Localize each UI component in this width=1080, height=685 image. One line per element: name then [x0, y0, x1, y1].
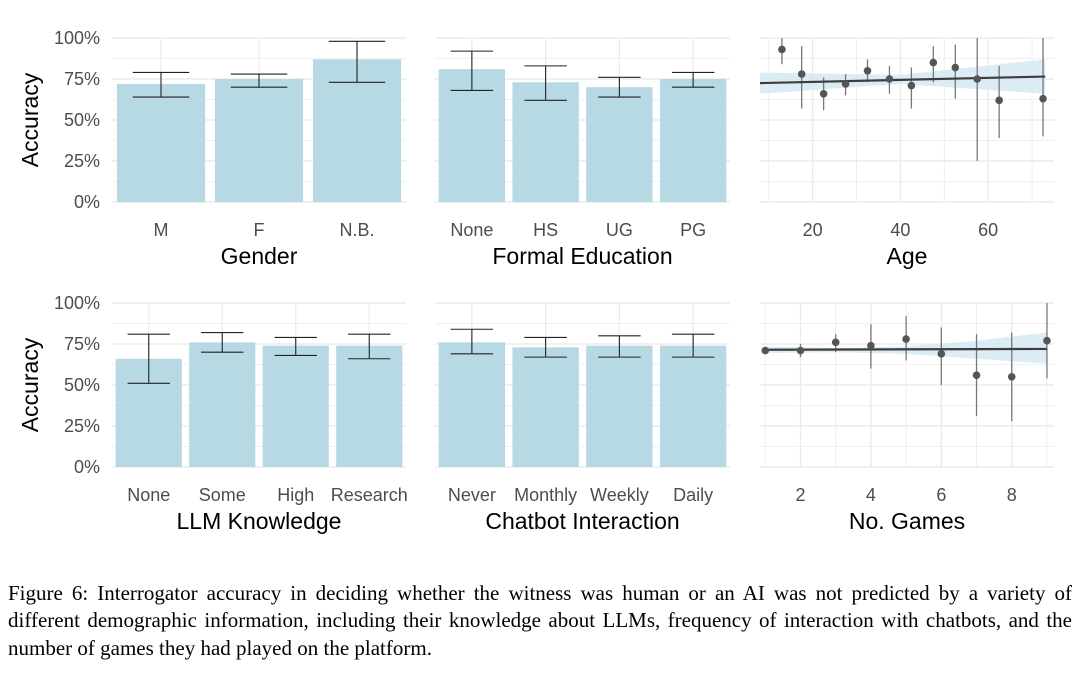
bar — [659, 79, 727, 202]
data-point — [937, 350, 946, 358]
y-tick-label: 100% — [54, 28, 100, 48]
y-tick-label: 25% — [64, 151, 100, 171]
bar — [189, 342, 256, 467]
x-tick-label: 6 — [936, 485, 946, 505]
x-tick-label: Never — [448, 485, 496, 505]
x-axis-title: Gender — [221, 243, 298, 269]
data-point — [778, 45, 786, 54]
x-tick-label: None — [450, 220, 493, 240]
bar — [512, 347, 579, 467]
data-point — [863, 67, 872, 75]
x-axis-title: No. Games — [849, 508, 965, 534]
x-tick-label: M — [154, 220, 169, 240]
bar — [214, 79, 304, 202]
data-point — [929, 58, 938, 67]
bar — [659, 345, 727, 467]
y-tick-label: 50% — [64, 375, 100, 395]
x-tick-label: Research — [331, 485, 408, 505]
x-tick-label: UG — [606, 220, 633, 240]
trend-line — [765, 347, 1047, 351]
data-point — [796, 346, 805, 355]
x-tick-label: 60 — [978, 220, 998, 240]
bar — [438, 342, 506, 467]
bar — [336, 345, 403, 467]
y-tick-label: 75% — [64, 334, 100, 354]
x-tick-label: None — [127, 485, 170, 505]
figure: 0% 25% 50% 75% 100% Accuracy M F N.B. Gender None H… — [17, 28, 1054, 534]
bar — [586, 345, 653, 467]
y-tick-label: 75% — [64, 69, 100, 89]
x-tick-label: F — [254, 220, 265, 240]
data-point — [1007, 373, 1016, 381]
data-point — [972, 371, 981, 379]
data-point — [951, 63, 960, 72]
x-axis-title: LLM Knowledge — [177, 508, 342, 534]
x-tick-label: 2 — [795, 485, 805, 505]
data-point — [831, 338, 840, 347]
bar — [312, 59, 402, 202]
data-point — [973, 75, 982, 83]
y-tick-label: 0% — [74, 192, 100, 212]
panel-4: 0% 25% 50% 75% 100% Accuracy None Some High Resea… — [17, 293, 408, 534]
data-point — [1039, 94, 1047, 103]
confidence-band — [760, 59, 1046, 94]
y-tick-label: 0% — [74, 457, 100, 477]
data-point — [995, 96, 1003, 105]
x-tick-label: N.B. — [339, 220, 374, 240]
y-tick-label: 100% — [54, 293, 100, 313]
x-tick-label: 40 — [890, 220, 910, 240]
figure-caption: Figure 6: Interrogator accuracy in decid… — [8, 581, 1072, 660]
data-point — [841, 80, 850, 88]
x-axis-title: Formal Education — [492, 243, 672, 269]
panel-1: 0% 25% 50% 75% 100% Accuracy M F N.B. Gender — [17, 28, 406, 269]
y-tick-label: 50% — [64, 110, 100, 130]
data-point — [761, 346, 770, 355]
x-axis-title: Age — [887, 243, 928, 269]
x-tick-label: Daily — [673, 485, 713, 505]
panel-3: 20 40 60 Age — [759, 37, 1054, 269]
x-tick-label: High — [277, 485, 314, 505]
bar — [438, 69, 506, 202]
x-tick-label: HS — [533, 220, 558, 240]
panel-5: Never Monthly Weekly Daily Chatbot Interacti… — [435, 302, 730, 534]
x-tick-label: Some — [199, 485, 246, 505]
bar — [512, 82, 579, 202]
x-tick-label: Weekly — [590, 485, 649, 505]
data-point — [902, 335, 910, 343]
panel-6: 2 4 6 8 No. Games — [760, 302, 1054, 534]
bar — [262, 345, 329, 467]
x-tick-label: 8 — [1007, 485, 1017, 505]
trend-line — [759, 75, 1046, 85]
x-axis-title: Chatbot Interaction — [485, 508, 679, 534]
x-tick-label: 4 — [866, 485, 876, 505]
y-axis-title: Accuracy — [17, 72, 43, 167]
data-point — [1043, 336, 1051, 345]
data-point — [819, 89, 828, 98]
y-axis-title: Accuracy — [17, 337, 43, 432]
data-point — [885, 75, 894, 83]
data-point — [797, 70, 806, 78]
panel-2: None HS UG PG Formal Education — [435, 37, 730, 269]
x-tick-label: PG — [680, 220, 706, 240]
y-tick-label: 25% — [64, 416, 100, 436]
x-tick-label: Monthly — [514, 485, 577, 505]
x-tick-label: 20 — [803, 220, 823, 240]
data-point — [867, 341, 875, 350]
bar — [586, 87, 653, 202]
bar — [116, 83, 206, 202]
data-point — [907, 81, 916, 90]
